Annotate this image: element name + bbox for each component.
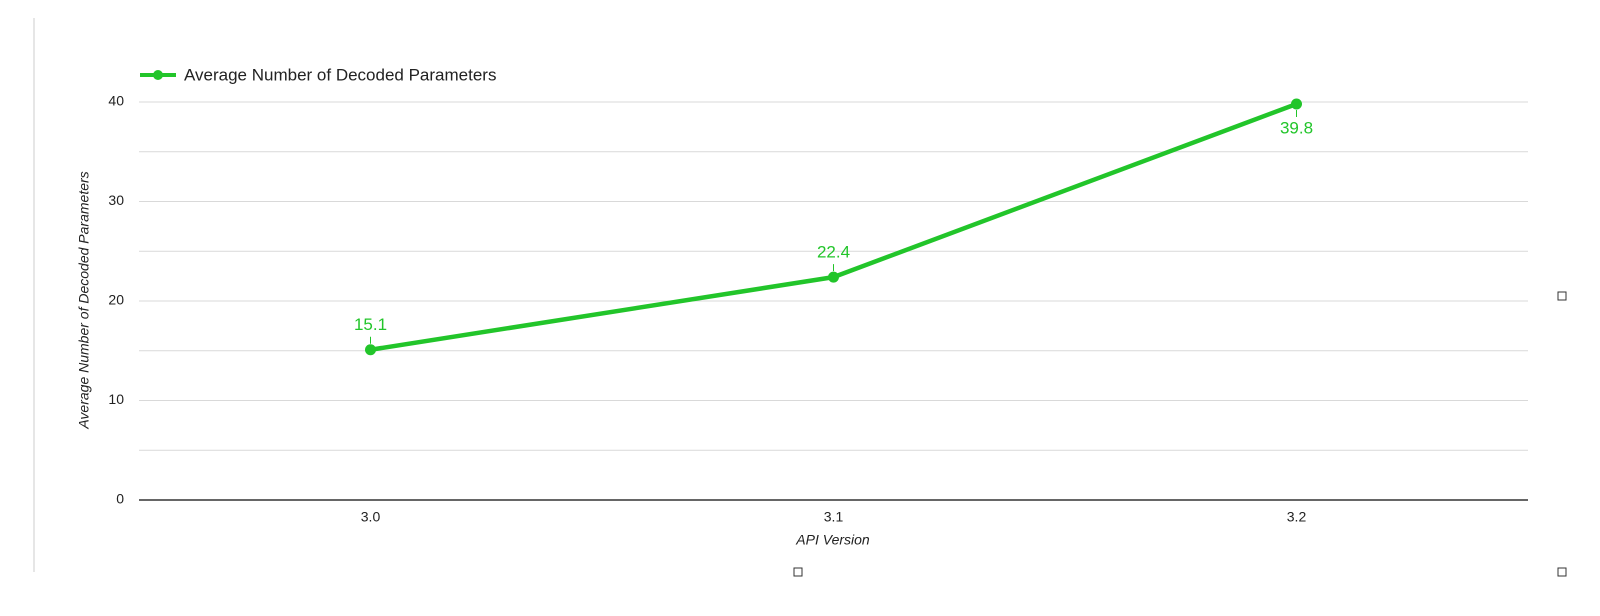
y-tick-label: 10 bbox=[108, 391, 124, 407]
x-tick-label: 3.2 bbox=[1287, 509, 1307, 525]
point bbox=[828, 271, 839, 283]
legend-marker bbox=[153, 70, 163, 80]
x-axis-title: API Version bbox=[795, 532, 870, 548]
resize-handle[interactable] bbox=[793, 567, 803, 577]
series-line bbox=[370, 101, 1298, 352]
data-label: 22.4 bbox=[817, 243, 850, 262]
data-label: 39.8 bbox=[1280, 118, 1313, 137]
resize-handle[interactable] bbox=[1557, 567, 1567, 577]
y-tick-label: 20 bbox=[108, 292, 124, 308]
y-tick-label: 40 bbox=[108, 93, 124, 109]
y-axis-title: Average Number of Decoded Parameters bbox=[76, 171, 92, 429]
legend-label: Average Number of Decoded Parameters bbox=[184, 65, 496, 84]
x-tick-label: 3.0 bbox=[361, 509, 381, 525]
x-tick-label: 3.1 bbox=[824, 509, 844, 525]
resize-handle[interactable] bbox=[1557, 291, 1567, 301]
data-label: 15.1 bbox=[354, 315, 387, 334]
point bbox=[1291, 98, 1302, 110]
point bbox=[365, 344, 376, 356]
y-tick-label: 0 bbox=[116, 491, 124, 507]
y-tick-label: 30 bbox=[108, 192, 124, 208]
